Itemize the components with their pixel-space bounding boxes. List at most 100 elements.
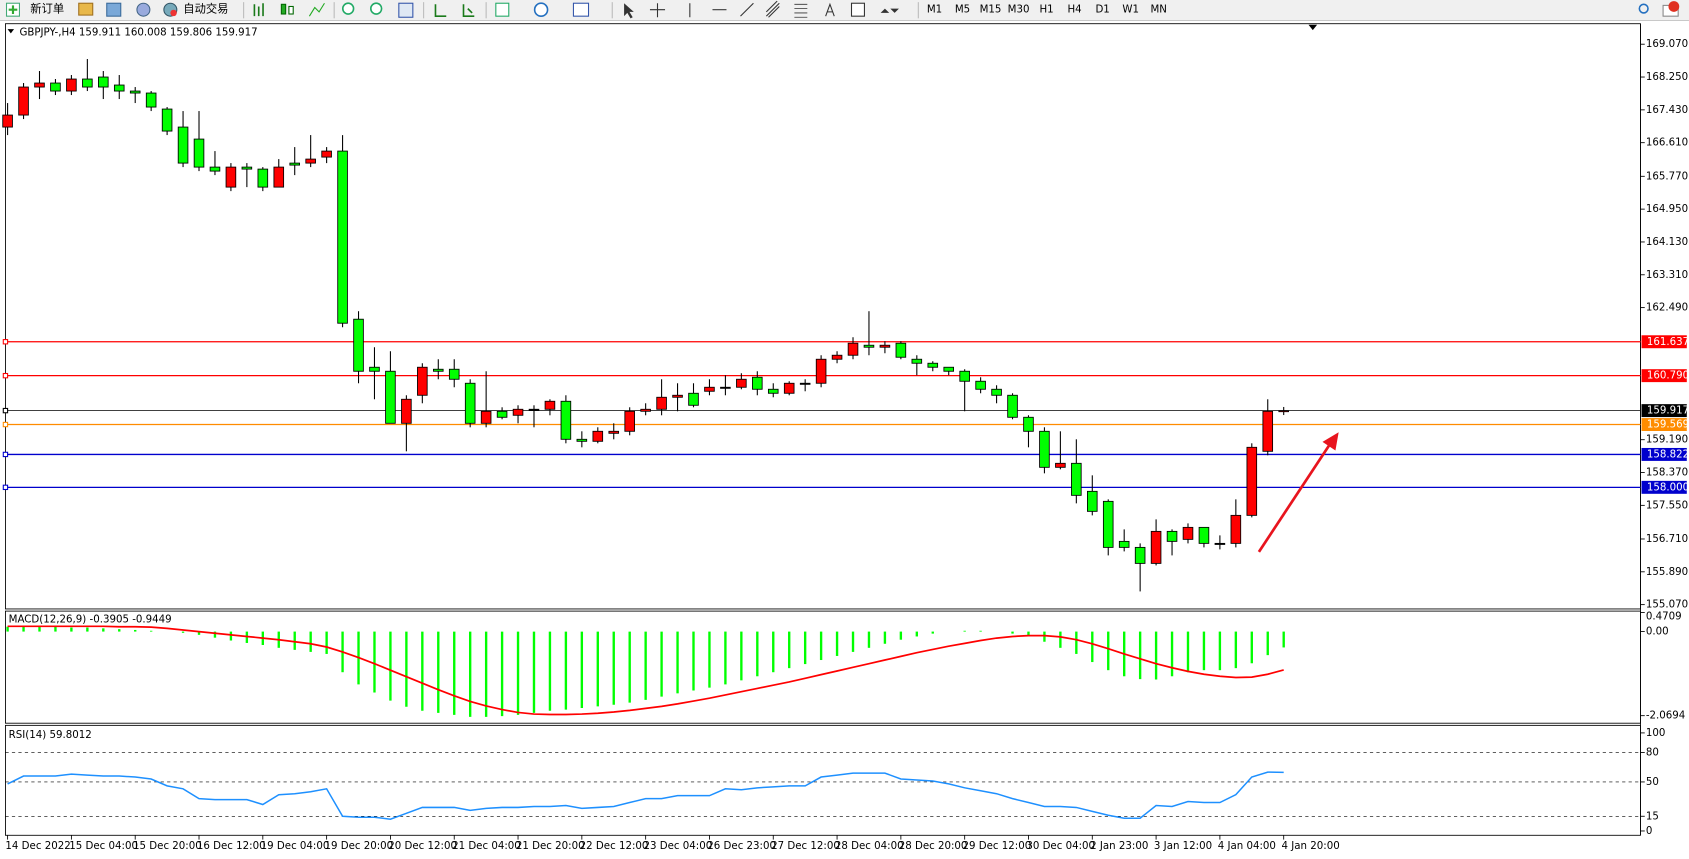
candle-body [783, 382, 795, 394]
cursor-icon[interactable] [624, 3, 634, 19]
timeframe-button[interactable]: M15 [980, 5, 1002, 16]
fibo-icon[interactable] [794, 3, 808, 18]
candle-body [177, 126, 189, 164]
new-order-button[interactable]: 新订单 [5, 2, 65, 17]
candle-body [767, 388, 779, 394]
level-label: 160.790 [1647, 371, 1689, 382]
panes [5, 23, 1641, 836]
x-tick-label: 20 Dec 12:00 [388, 841, 457, 852]
candle-body [1102, 500, 1114, 548]
candle-body [640, 408, 651, 412]
candle-body [480, 410, 492, 424]
toolbar-icon[interactable] [434, 4, 447, 17]
candle-body [1150, 530, 1162, 564]
candle-body [927, 362, 939, 368]
timeframe-button[interactable]: M30 [1008, 5, 1030, 16]
candle-body [50, 82, 61, 92]
toolbar-icon[interactable] [78, 2, 94, 16]
level-label: 161.637 [1647, 337, 1689, 348]
x-tick-label: 15 Dec 04:00 [69, 841, 138, 852]
candle-body [911, 358, 923, 364]
y-tick-label: 157.550 [1646, 500, 1688, 511]
toolbar-icon[interactable] [253, 3, 264, 17]
y-tick-label: 166.610 [1646, 138, 1688, 149]
x-tick-label: 19 Dec 04:00 [261, 841, 330, 852]
candle-body [656, 396, 667, 410]
trendline-icon[interactable] [740, 2, 754, 17]
x-tick-label: 14 Dec 2022 [5, 841, 70, 852]
search-icon[interactable] [1638, 3, 1649, 14]
candle-body [1071, 462, 1082, 496]
channel-icon[interactable] [765, 0, 780, 18]
toolbar-icon[interactable] [288, 5, 294, 15]
y-tick-label: 15 [1646, 811, 1659, 822]
auto-trading-button[interactable]: 自动交易 [163, 2, 229, 17]
level-label-box [1641, 418, 1687, 432]
auto-trading-icon-dot [170, 9, 177, 17]
level-handle [2, 372, 9, 379]
zoom-in-icon[interactable] [341, 2, 355, 15]
shift-marker [1308, 24, 1318, 31]
rsi-line [7, 771, 1284, 820]
toolbar-icon[interactable] [462, 4, 475, 17]
macd-signal-line [7, 625, 1284, 716]
candle-body [98, 76, 109, 88]
x-tick-label: 4 Jan 20:00 [1282, 841, 1340, 852]
templates-icon[interactable] [572, 2, 590, 17]
candle-body [704, 386, 715, 392]
plot: 169.070 168.250 167.430 166.610 165.770 164.9… [2, 39, 1689, 852]
y-tick-label: 162.490 [1646, 303, 1688, 314]
timeframe-button[interactable]: D1 [1095, 5, 1109, 16]
level-label-box [1641, 369, 1687, 383]
crosshair-icon[interactable] [649, 3, 666, 18]
candle-body [879, 344, 891, 348]
candle-body [1230, 514, 1242, 544]
candle-body [34, 82, 45, 88]
toolbar-icon[interactable] [308, 2, 325, 17]
candle-body [193, 138, 205, 168]
level-label-box [1641, 335, 1687, 349]
timeframe-button[interactable]: H4 [1068, 5, 1082, 16]
toolbar-icon[interactable] [106, 2, 122, 17]
candle-body [1262, 410, 1274, 452]
candle-body [225, 166, 237, 188]
candle-body [337, 150, 348, 324]
arrow-shaft [1257, 443, 1332, 553]
x-tick-label: 29 Dec 12:00 [963, 841, 1032, 852]
y-tick-label: 155.890 [1646, 567, 1688, 578]
macd-pane [5, 610, 1641, 724]
y-tick-label: 169.070 [1646, 39, 1688, 50]
candle-body [1039, 430, 1050, 468]
annotation-arrow [1257, 432, 1339, 553]
y-tick-label: 0.00 [1646, 627, 1669, 638]
y-tick-label: 156.710 [1646, 534, 1688, 545]
macd-title: MACD(12,26,9) -0.3905 -0.9449 [9, 615, 172, 626]
y-tick-label: 80 [1646, 748, 1659, 759]
main-pane [5, 23, 1641, 610]
candle-body [831, 354, 843, 360]
periods-icon[interactable] [533, 2, 549, 17]
timeframe-button[interactable]: H1 [1039, 5, 1053, 16]
candle-body [145, 92, 157, 108]
arrows-icon[interactable] [880, 8, 899, 13]
timeframe-button[interactable]: M5 [955, 5, 970, 16]
arrow-head [1322, 432, 1339, 451]
toolbar-icon[interactable] [280, 3, 287, 15]
text-icon[interactable] [825, 2, 835, 17]
toolbar: 新订单 自动交易 [0, 0, 1689, 22]
candle-body [672, 394, 683, 398]
candle-body [975, 380, 986, 390]
tile-icon[interactable] [398, 2, 414, 18]
label-icon[interactable] [850, 2, 865, 17]
indicators-icon[interactable] [495, 2, 510, 17]
zoom-out-icon[interactable] [370, 2, 383, 15]
timeframe-button[interactable]: M1 [927, 5, 942, 16]
candle-body [18, 86, 29, 116]
toolbar-icon[interactable] [136, 2, 151, 17]
candle-body [1214, 542, 1226, 545]
candle-body [321, 150, 332, 158]
timeframe-button[interactable]: MN [1150, 5, 1166, 16]
timeframe-button[interactable]: W1 [1122, 5, 1139, 16]
notification-badge [1668, 1, 1680, 12]
y-tick-label: 155.070 [1646, 600, 1688, 611]
